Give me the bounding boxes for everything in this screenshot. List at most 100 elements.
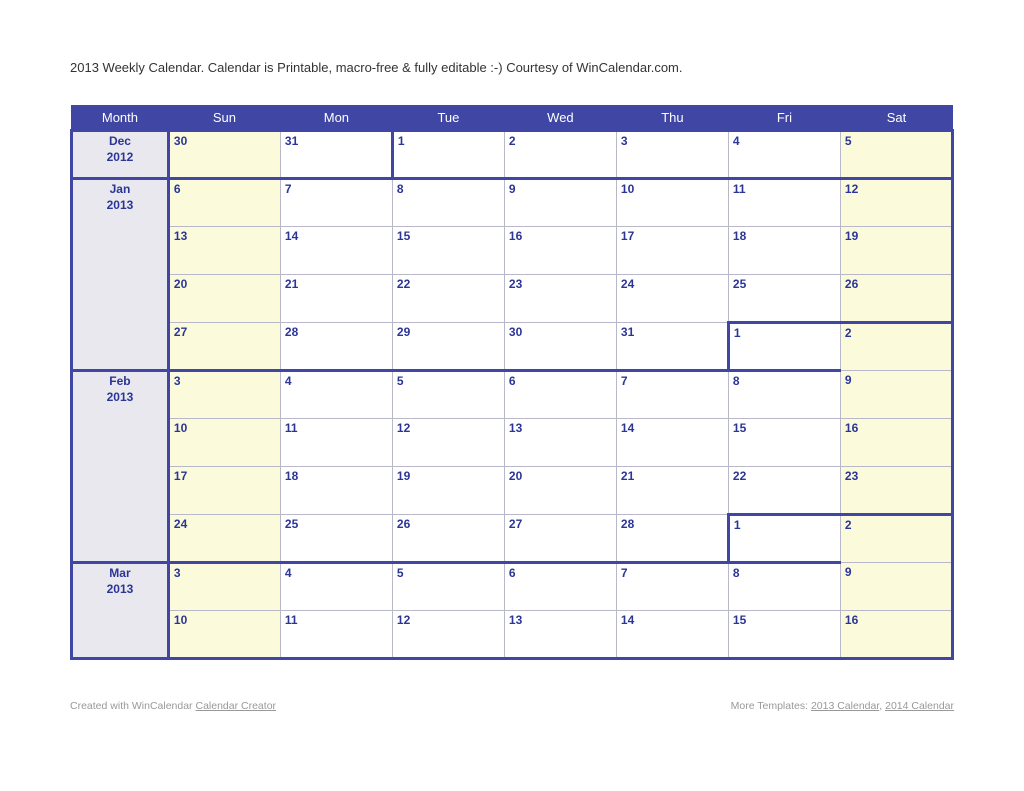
day-cell: 30 <box>504 323 616 371</box>
calendar-table: MonthSunMonTueWedThuFriSat Dec2012303112… <box>70 105 954 660</box>
col-sun: Sun <box>168 106 280 131</box>
calendar-creator-link[interactable]: Calendar Creator <box>195 700 276 712</box>
day-cell: 25 <box>280 515 392 563</box>
day-cell: 1 <box>728 515 840 563</box>
col-sat: Sat <box>840 106 952 131</box>
day-cell: 13 <box>504 611 616 659</box>
day-cell: 9 <box>840 563 952 611</box>
month-label: Dec 2012 <box>72 131 169 179</box>
month-year: 2013 <box>107 390 134 404</box>
day-cell: 23 <box>504 275 616 323</box>
day-cell: 3 <box>168 563 280 611</box>
footer-left-text: Created with WinCalendar <box>70 700 195 712</box>
day-cell: 18 <box>280 467 392 515</box>
day-cell: 2 <box>840 323 952 371</box>
table-row: 242526272812 <box>72 515 953 563</box>
calendar-2014-link[interactable]: 2014 Calendar <box>885 700 954 712</box>
day-cell: 1 <box>728 323 840 371</box>
day-cell: 6 <box>504 563 616 611</box>
calendar-2013-link[interactable]: 2013 Calendar <box>811 700 879 712</box>
col-mon: Mon <box>280 106 392 131</box>
day-cell: 24 <box>168 515 280 563</box>
table-row: 10111213141516 <box>72 611 953 659</box>
day-cell: 1 <box>392 131 504 179</box>
day-cell: 15 <box>728 419 840 467</box>
day-cell: 19 <box>840 227 952 275</box>
day-cell: 3 <box>616 131 728 179</box>
footer-left: Created with WinCalendar Calendar Creato… <box>70 700 276 712</box>
day-cell: 16 <box>840 419 952 467</box>
day-cell: 13 <box>168 227 280 275</box>
day-cell: 14 <box>616 611 728 659</box>
day-cell: 18 <box>728 227 840 275</box>
day-cell: 14 <box>280 227 392 275</box>
day-cell: 27 <box>168 323 280 371</box>
day-cell: 20 <box>504 467 616 515</box>
day-cell: 28 <box>616 515 728 563</box>
day-cell: 15 <box>392 227 504 275</box>
col-month: Month <box>72 106 169 131</box>
day-cell: 21 <box>616 467 728 515</box>
month-name: Feb <box>109 374 130 388</box>
day-cell: 9 <box>504 179 616 227</box>
day-cell: 11 <box>280 419 392 467</box>
day-cell: 15 <box>728 611 840 659</box>
footer-right: More Templates: 2013 Calendar, 2014 Cale… <box>731 700 954 712</box>
table-row: 10111213141516 <box>72 419 953 467</box>
day-cell: 6 <box>168 179 280 227</box>
day-cell: 17 <box>616 227 728 275</box>
day-cell: 12 <box>392 419 504 467</box>
table-row: Feb20133456789 <box>72 371 953 419</box>
day-cell: 30 <box>168 131 280 179</box>
day-cell: 19 <box>392 467 504 515</box>
day-cell: 7 <box>616 371 728 419</box>
month-year: 2013 <box>107 582 134 596</box>
month-year: 2012 <box>107 150 134 164</box>
footer-right-text: More Templates: <box>731 700 811 712</box>
day-cell: 8 <box>728 563 840 611</box>
day-cell: 29 <box>392 323 504 371</box>
calendar-header-row: MonthSunMonTueWedThuFriSat <box>72 106 953 131</box>
day-cell: 6 <box>504 371 616 419</box>
day-cell: 22 <box>728 467 840 515</box>
page-title: 2013 Weekly Calendar. Calendar is Printa… <box>70 60 954 75</box>
day-cell: 26 <box>840 275 952 323</box>
day-cell: 8 <box>728 371 840 419</box>
month-name: Dec <box>109 134 131 148</box>
day-cell: 31 <box>280 131 392 179</box>
day-cell: 16 <box>504 227 616 275</box>
table-row: Mar20133456789 <box>72 563 953 611</box>
day-cell: 7 <box>616 563 728 611</box>
day-cell: 8 <box>392 179 504 227</box>
col-wed: Wed <box>504 106 616 131</box>
day-cell: 12 <box>840 179 952 227</box>
col-tue: Tue <box>392 106 504 131</box>
day-cell: 23 <box>840 467 952 515</box>
day-cell: 17 <box>168 467 280 515</box>
col-thu: Thu <box>616 106 728 131</box>
table-row: Dec2012303112345 <box>72 131 953 179</box>
table-row: 13141516171819 <box>72 227 953 275</box>
day-cell: 4 <box>728 131 840 179</box>
day-cell: 5 <box>392 371 504 419</box>
day-cell: 14 <box>616 419 728 467</box>
calendar-body: Dec2012303112345Jan201367891011121314151… <box>72 131 953 659</box>
day-cell: 3 <box>168 371 280 419</box>
day-cell: 11 <box>728 179 840 227</box>
day-cell: 10 <box>168 419 280 467</box>
day-cell: 2 <box>840 515 952 563</box>
table-row: 17181920212223 <box>72 467 953 515</box>
day-cell: 26 <box>392 515 504 563</box>
day-cell: 31 <box>616 323 728 371</box>
day-cell: 21 <box>280 275 392 323</box>
month-label: Jan2013 <box>72 179 169 371</box>
day-cell: 22 <box>392 275 504 323</box>
month-year: 2013 <box>107 198 134 212</box>
day-cell: 12 <box>392 611 504 659</box>
day-cell: 4 <box>280 563 392 611</box>
table-row: 20212223242526 <box>72 275 953 323</box>
day-cell: 13 <box>504 419 616 467</box>
day-cell: 16 <box>840 611 952 659</box>
day-cell: 10 <box>168 611 280 659</box>
day-cell: 24 <box>616 275 728 323</box>
